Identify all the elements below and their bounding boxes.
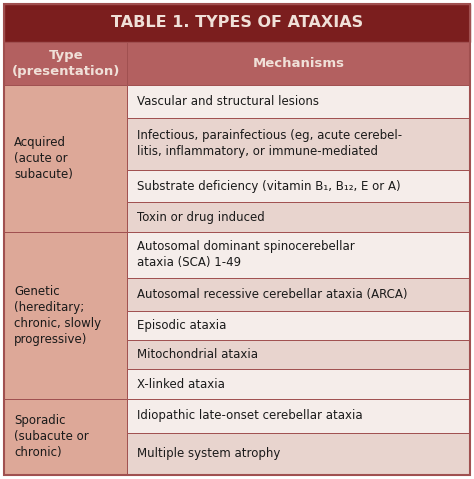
- Bar: [128, 118, 470, 170]
- Bar: [128, 311, 470, 340]
- Bar: [128, 232, 470, 278]
- Text: Autosomal recessive cerebellar ataxia (ARCA): Autosomal recessive cerebellar ataxia (A…: [137, 288, 408, 301]
- Text: TABLE 1. TYPES OF ATAXIAS: TABLE 1. TYPES OF ATAXIAS: [111, 15, 363, 30]
- Bar: [128, 203, 470, 232]
- Text: Mitochondrial ataxia: Mitochondrial ataxia: [137, 348, 258, 361]
- Text: Genetic
(hereditary;
chronic, slowly
progressive): Genetic (hereditary; chronic, slowly pro…: [14, 285, 101, 346]
- Text: Infectious, parainfectious (eg, acute cerebel-
litis, inflammatory, or immune-me: Infectious, parainfectious (eg, acute ce…: [137, 129, 402, 158]
- Bar: [128, 369, 470, 399]
- Text: Substrate deficiency (vitamin B₁, B₁₂, E or A): Substrate deficiency (vitamin B₁, B₁₂, E…: [137, 180, 401, 193]
- Text: Mechanisms: Mechanisms: [253, 57, 345, 70]
- Text: Multiple system atrophy: Multiple system atrophy: [137, 447, 281, 460]
- Text: Episodic ataxia: Episodic ataxia: [137, 319, 227, 332]
- Bar: [128, 433, 470, 475]
- Bar: [4, 232, 128, 399]
- Text: Type
(presentation): Type (presentation): [11, 49, 120, 78]
- Bar: [128, 170, 470, 203]
- Text: Idiopathic late-onset cerebellar ataxia: Idiopathic late-onset cerebellar ataxia: [137, 409, 363, 422]
- Text: Toxin or drug induced: Toxin or drug induced: [137, 211, 265, 224]
- Bar: [128, 278, 470, 311]
- Text: Autosomal dominant spinocerebellar
ataxia (SCA) 1-49: Autosomal dominant spinocerebellar ataxi…: [137, 240, 355, 269]
- Bar: [128, 399, 470, 433]
- Text: Vascular and structural lesions: Vascular and structural lesions: [137, 95, 319, 108]
- Bar: [4, 399, 128, 475]
- Bar: [4, 4, 470, 42]
- Text: Acquired
(acute or
subacute): Acquired (acute or subacute): [14, 136, 73, 181]
- Text: Sporadic
(subacute or
chronic): Sporadic (subacute or chronic): [14, 414, 89, 459]
- Bar: [4, 42, 128, 85]
- Bar: [128, 85, 470, 118]
- Bar: [4, 85, 128, 232]
- Bar: [128, 340, 470, 369]
- Text: X-linked ataxia: X-linked ataxia: [137, 377, 225, 391]
- Bar: [128, 42, 470, 85]
